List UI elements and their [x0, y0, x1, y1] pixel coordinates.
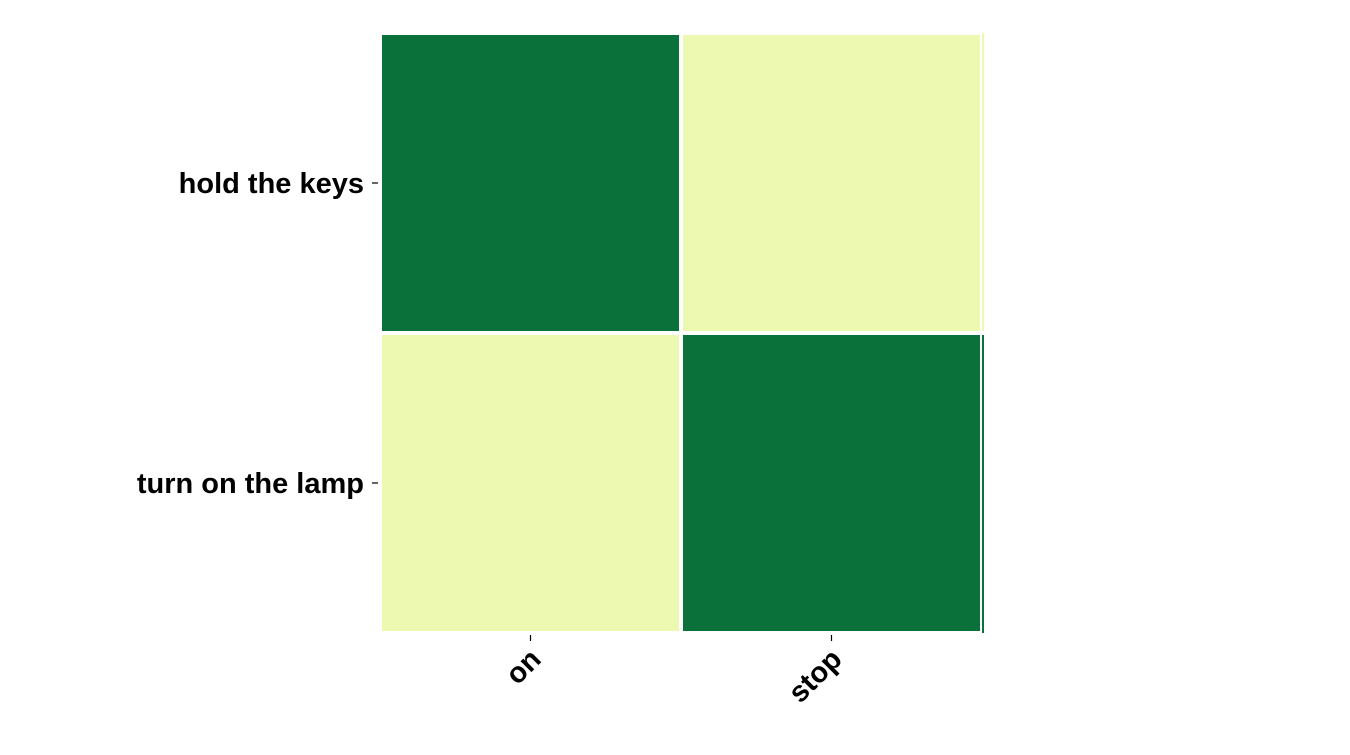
heatmap-cell-turn-on-the-lamp-on	[382, 335, 679, 631]
x-tick-label: stop	[783, 643, 849, 709]
cells-layer	[382, 33, 984, 633]
heatmap-edge-strip	[982, 335, 984, 633]
heatmap-cell-turn-on-the-lamp-stop	[683, 335, 980, 631]
ticks-layer	[372, 182, 833, 641]
heatmap-cell-hold-the-keys-stop	[683, 35, 980, 331]
heatmap-edge-strip	[982, 33, 984, 331]
heatmap-cell-hold-the-keys-on	[382, 35, 679, 331]
x-tick-label: on	[500, 643, 548, 691]
y-tick-label: turn on the lamp	[137, 468, 364, 500]
y-tick-label: hold the keys	[179, 168, 364, 200]
